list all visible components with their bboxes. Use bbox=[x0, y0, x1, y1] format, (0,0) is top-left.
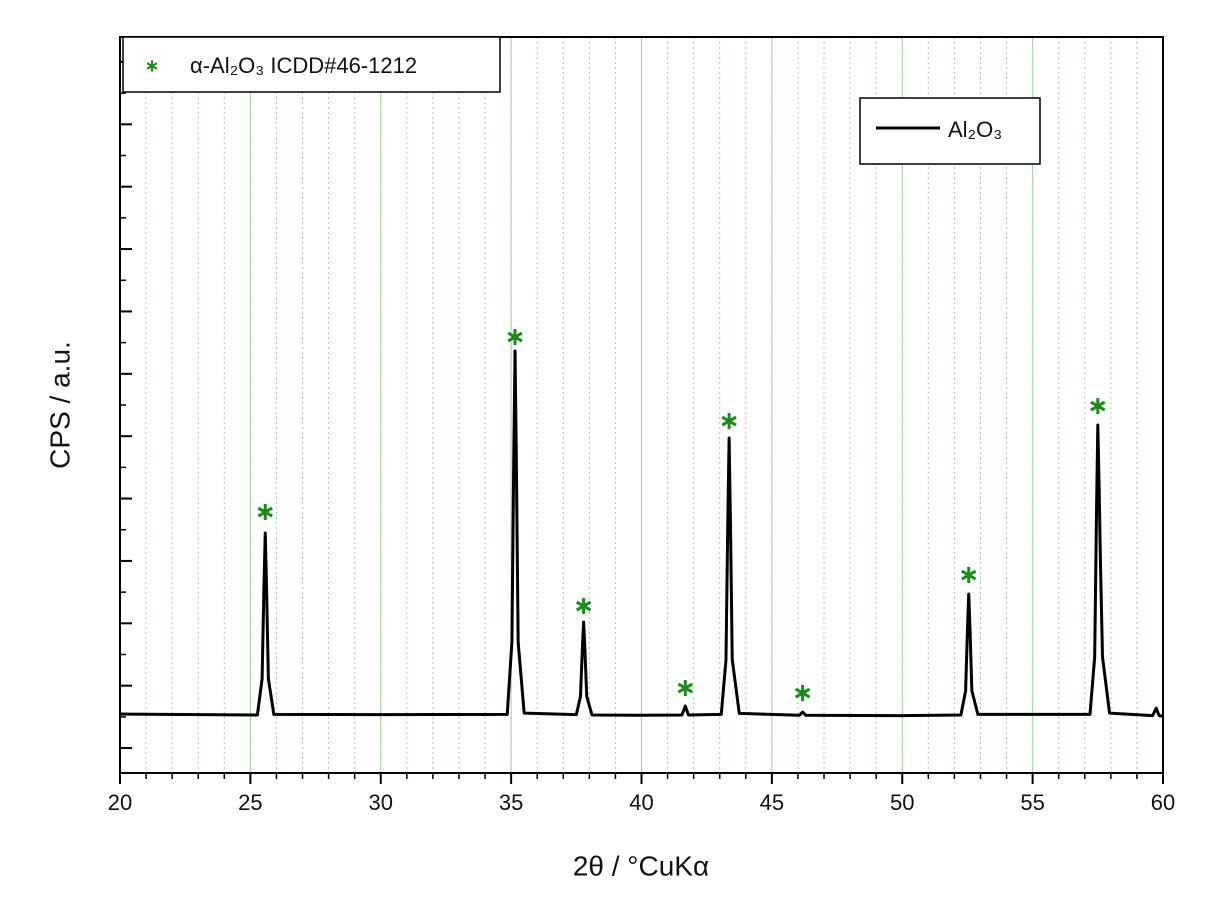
legend-label: α-Al₂O₃ ICDD#46-1212 bbox=[190, 53, 417, 78]
star-stroke bbox=[721, 415, 737, 427]
x-tick-label: 30 bbox=[369, 790, 393, 815]
star-marker bbox=[507, 329, 523, 346]
star-stroke bbox=[507, 331, 523, 343]
x-tick-label: 50 bbox=[890, 790, 914, 815]
plot-frame bbox=[119, 36, 1164, 774]
x-tick-label: 45 bbox=[760, 790, 784, 815]
star-stroke bbox=[961, 569, 977, 581]
star-stroke bbox=[1090, 400, 1106, 412]
legend-box bbox=[122, 36, 501, 93]
x-tick-label: 20 bbox=[108, 790, 132, 815]
star-stroke bbox=[146, 62, 158, 70]
star-marker bbox=[146, 60, 158, 72]
star-marker bbox=[721, 413, 737, 430]
star-stroke bbox=[677, 682, 693, 694]
star-marker bbox=[677, 680, 693, 697]
star-marker bbox=[575, 598, 592, 615]
data-line bbox=[119, 349, 1164, 718]
x-tick-label: 60 bbox=[1151, 790, 1175, 815]
y-axis-title: CPS / a.u. bbox=[44, 341, 75, 469]
star-stroke bbox=[794, 687, 811, 699]
x-tick-label: 40 bbox=[629, 790, 653, 815]
x-tick-label: 25 bbox=[238, 790, 262, 815]
x-axis-title: 2θ / °CuKα bbox=[573, 850, 709, 881]
legend-label: Al₂O₃ bbox=[948, 117, 1002, 142]
star-stroke bbox=[575, 600, 592, 612]
star-marker bbox=[794, 685, 811, 702]
star-stroke bbox=[257, 506, 273, 518]
x-tick-label: 55 bbox=[1020, 790, 1044, 815]
star-marker bbox=[961, 567, 977, 584]
star-marker bbox=[257, 504, 273, 521]
legend-box bbox=[859, 97, 1041, 165]
x-tick-label: 35 bbox=[499, 790, 523, 815]
star-marker bbox=[1090, 398, 1106, 415]
